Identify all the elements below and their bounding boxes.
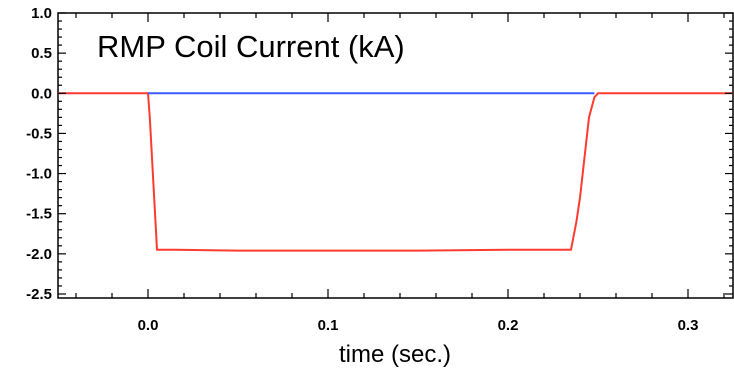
lines-layer	[58, 92, 733, 252]
ticks-layer	[58, 12, 733, 298]
chart-title: RMP Coil Current (kA)	[97, 29, 405, 64]
x-axis-label: time (sec.)	[339, 341, 451, 368]
x-tick-label: 0.3	[678, 317, 699, 334]
y-tick-label: -0.5	[26, 125, 52, 142]
y-tick-label: 0.5	[31, 45, 52, 62]
y-tick-label: 0.0	[31, 85, 52, 102]
x-tick-label: 0.0	[138, 317, 159, 334]
plot-frame	[57, 12, 734, 299]
y-tick-label: -2.5	[26, 286, 52, 303]
x-tick-label: 0.1	[318, 317, 339, 334]
y-tick-label: -1.0	[26, 166, 52, 183]
y-tick-label: -2.0	[26, 246, 52, 263]
y-tick-label: 1.0	[31, 5, 52, 22]
tick-labels-layer: 1.0 0.5 0.0 -0.5 -1.0 -1.5 -2.0 -2.5 0.0 0.1 0.2 0.…	[26, 5, 698, 334]
series-line-0	[58, 92, 733, 252]
x-tick-label: 0.2	[498, 317, 519, 334]
y-tick-label: -1.5	[26, 206, 52, 223]
